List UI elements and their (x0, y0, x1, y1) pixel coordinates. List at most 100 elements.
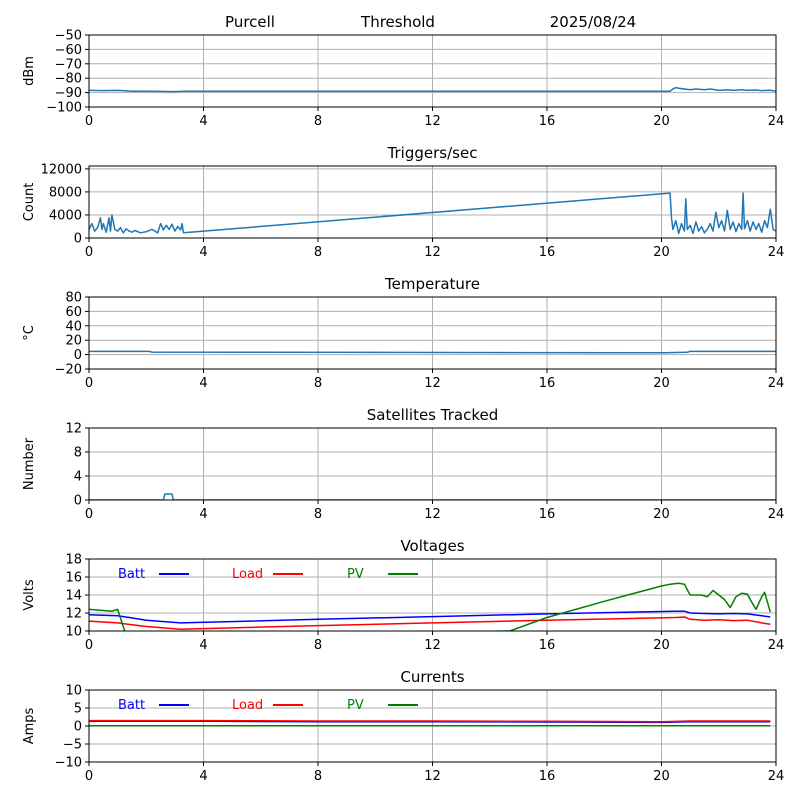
x-tick-label: 24 (768, 507, 785, 522)
x-tick-label: 20 (653, 376, 670, 391)
y-tick-label: −100 (46, 101, 82, 116)
x-tick-label: 16 (539, 376, 556, 391)
legend-label-batt: Batt (118, 567, 145, 582)
x-tick-label: 8 (314, 507, 322, 522)
series-group (89, 350, 776, 354)
x-tick-label: 20 (653, 638, 670, 653)
y-tick-label: 0 (74, 494, 82, 509)
y-tick-label: 18 (65, 553, 82, 568)
y-tick-label: 12 (65, 422, 82, 437)
x-tick-label: 8 (314, 769, 322, 784)
x-tick-label: 4 (199, 114, 207, 129)
y-tick-label: 8 (74, 446, 82, 461)
x-tick-label: 8 (314, 114, 322, 129)
series-line (89, 86, 776, 93)
y-axis-label: dBm (22, 56, 37, 86)
x-tick-label: 0 (85, 769, 93, 784)
panel-1: 0 4 8 12 16 20 24 0 4000 8000 12000 Triggers/sec Cou… (22, 144, 784, 260)
x-tick-label: 0 (85, 245, 93, 260)
y-tick-label: −10 (55, 756, 82, 771)
x-tick-label: 16 (539, 507, 556, 522)
x-tick-label: 0 (85, 376, 93, 391)
x-tick-label: 0 (85, 638, 93, 653)
y-tick-label: 14 (65, 589, 82, 604)
y-tick-label: 0 (74, 720, 82, 735)
x-tick-label: 24 (768, 245, 785, 260)
x-tick-label: 20 (653, 114, 670, 129)
series-line-batt (89, 610, 771, 624)
y-tick-label: 12000 (41, 162, 82, 177)
series-group (89, 582, 772, 631)
y-tick-label: 12 (65, 607, 82, 622)
x-tick-label: 4 (199, 507, 207, 522)
y-tick-label: 10 (65, 684, 82, 699)
legend-label-load: Load (232, 567, 263, 582)
legend-label-batt: Batt (118, 698, 145, 713)
header-site: Purcell (225, 13, 275, 31)
panel-title: Satellites Tracked (367, 406, 498, 424)
x-tick-label: 16 (539, 114, 556, 129)
y-tick-label: −70 (55, 57, 82, 72)
x-tick-label: 20 (653, 245, 670, 260)
x-tick-label: 20 (653, 769, 670, 784)
header-mode: Threshold (360, 13, 435, 31)
panel-title: Temperature (384, 275, 480, 293)
x-tick-label: 4 (199, 769, 207, 784)
legend-label-pv: PV (347, 567, 364, 582)
y-tick-label: 40 (65, 319, 82, 334)
series-group (89, 192, 776, 235)
y-tick-label: 4000 (49, 208, 82, 223)
y-axis-label: Count (22, 183, 37, 222)
x-tick-label: 12 (424, 114, 441, 129)
x-tick-label: 16 (539, 245, 556, 260)
x-tick-label: 24 (768, 638, 785, 653)
panel-title: Triggers/sec (387, 144, 478, 162)
panel-5: 0 4 8 12 16 20 24 −10 −5 0 5 10 Currents Amps Batt Load… (22, 668, 784, 784)
series-line-load (89, 616, 771, 630)
x-tick-label: 12 (424, 376, 441, 391)
x-tick-label: 16 (539, 769, 556, 784)
y-tick-label: 80 (65, 291, 82, 306)
panel-4: 0 4 8 12 16 20 24 10 12 14 16 18 Voltages Volts Batt Lo… (22, 537, 784, 653)
y-tick-label: 8000 (49, 185, 82, 200)
x-tick-label: 0 (85, 507, 93, 522)
x-tick-label: 0 (85, 114, 93, 129)
y-tick-label: −90 (55, 86, 82, 101)
panel-title: Voltages (400, 537, 464, 555)
series-line-pv (89, 582, 772, 631)
y-tick-label: 16 (65, 571, 82, 586)
x-tick-label: 12 (424, 507, 441, 522)
y-tick-label: 60 (65, 305, 82, 320)
y-tick-label: −60 (55, 43, 82, 58)
series-line (89, 192, 776, 235)
x-tick-label: 12 (424, 245, 441, 260)
panel-title: Currents (400, 668, 464, 686)
legend-label-pv: PV (347, 698, 364, 713)
x-tick-label: 20 (653, 507, 670, 522)
x-tick-label: 8 (314, 245, 322, 260)
y-tick-label: −80 (55, 72, 82, 87)
y-tick-label: −20 (55, 363, 82, 378)
y-tick-label: −50 (55, 29, 82, 44)
x-tick-label: 12 (424, 769, 441, 784)
x-tick-label: 4 (199, 638, 207, 653)
series-group (89, 86, 776, 93)
series-line (89, 493, 776, 500)
x-tick-label: 4 (199, 376, 207, 391)
x-tick-label: 4 (199, 245, 207, 260)
panel-3: 0 4 8 12 16 20 24 0 4 8 12 Satellites Tracked Number (22, 406, 784, 522)
y-axis-label: Volts (22, 579, 37, 611)
series-line-load (89, 719, 771, 723)
y-tick-label: 5 (74, 702, 82, 717)
y-axis-label: Amps (22, 707, 37, 744)
y-tick-label: 20 (65, 334, 82, 349)
y-tick-label: 0 (74, 232, 82, 247)
y-tick-label: 4 (74, 470, 82, 485)
y-tick-label: 10 (65, 625, 82, 640)
x-tick-label: 12 (424, 638, 441, 653)
panel-0: 0 4 8 12 16 20 24 −100−90−80−70−60−50 dBm (22, 29, 784, 130)
series-group (89, 493, 776, 500)
y-axis-label: Number (22, 437, 37, 490)
